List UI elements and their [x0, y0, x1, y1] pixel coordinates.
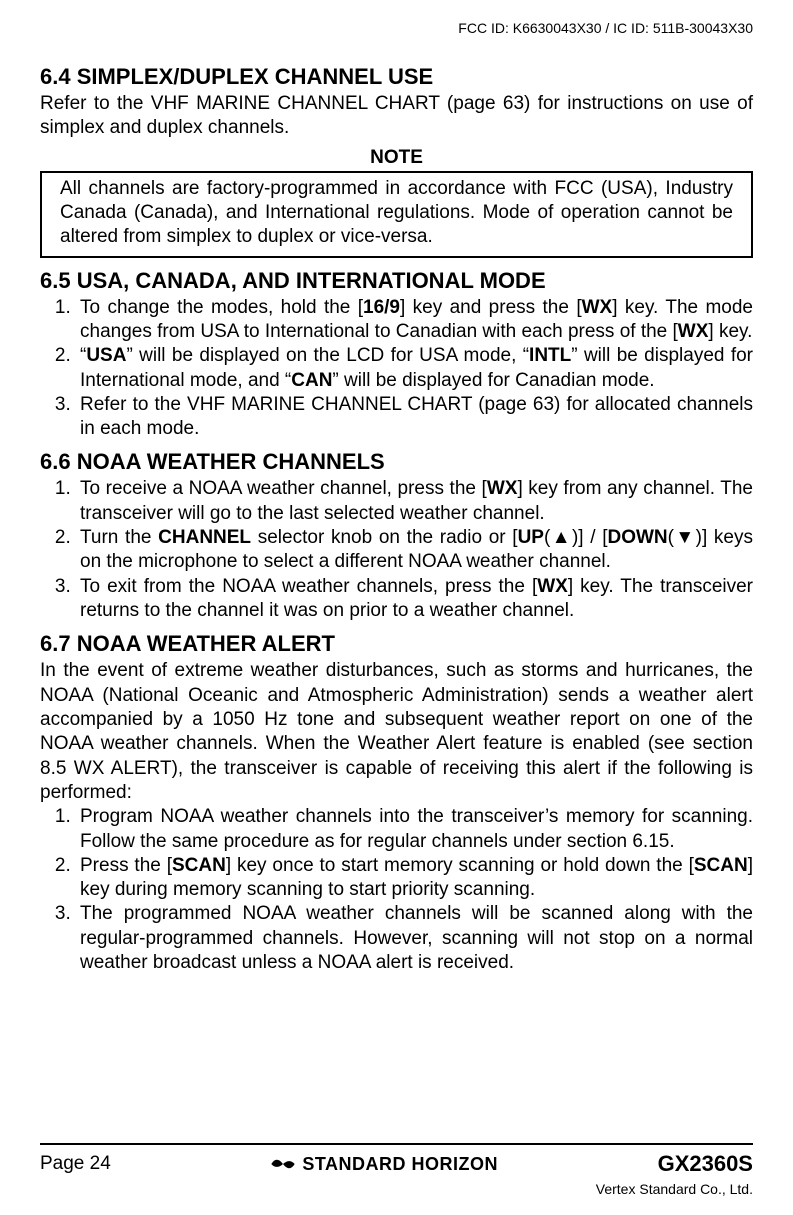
text-fragment: selector knob on the radio or [ — [251, 527, 518, 548]
brand-text: STANDARD HORIZON — [302, 1154, 498, 1175]
list-6-6: To receive a NOAA weather channel, press… — [40, 477, 753, 623]
page-footer: Page 24 STANDARD HORIZON GX2360S Vertex … — [40, 1143, 753, 1197]
text-fragment: ] key. — [708, 321, 752, 342]
key-label: WX — [537, 576, 568, 597]
key-label: INTL — [529, 345, 571, 366]
heading-6-5: 6.5 USA, CANADA, AND INTERNATIONAL MODE — [40, 268, 753, 294]
key-label: SCAN — [694, 855, 748, 876]
list-6-7: Program NOAA weather channels into the t… — [40, 805, 753, 975]
text-fragment: To exit from the NOAA weather channels, … — [80, 576, 537, 597]
text-fragment: Turn the — [80, 527, 158, 548]
text-fragment: Press the [ — [80, 855, 172, 876]
text-fragment: ” will be displayed for Canadian mode. — [332, 370, 654, 391]
header-fcc-id: FCC ID: K6630043X30 / IC ID: 511B-30043X… — [40, 20, 753, 36]
key-label: CHANNEL — [158, 527, 251, 548]
text-fragment: ] / [ — [578, 527, 607, 548]
footer-divider — [40, 1143, 753, 1145]
model-number: GX2360S — [658, 1151, 753, 1177]
list-item: The programmed NOAA weather channels wil… — [76, 902, 753, 975]
key-label: CAN — [291, 370, 332, 391]
intro-6-7: In the event of extreme weather disturba… — [40, 659, 753, 805]
note-label: NOTE — [40, 147, 753, 169]
footer-row: Page 24 STANDARD HORIZON GX2360S — [40, 1151, 753, 1177]
key-label: SCAN — [172, 855, 226, 876]
brand: STANDARD HORIZON — [270, 1154, 498, 1175]
heading-6-4: 6.4 SIMPLEX/DUPLEX CHANNEL USE — [40, 64, 753, 90]
key-label: UP — [518, 527, 544, 548]
symbol: (▲) — [544, 527, 578, 548]
key-label: WX — [487, 478, 518, 499]
text-fragment: ] key and press the [ — [400, 297, 582, 318]
key-label: USA — [86, 345, 126, 366]
key-label: 16/9 — [363, 297, 400, 318]
company-name: Vertex Standard Co., Ltd. — [40, 1181, 753, 1197]
list-item: Press the [SCAN] key once to start memor… — [76, 854, 753, 903]
list-6-5: To change the modes, hold the [16/9] key… — [40, 296, 753, 442]
list-item: Turn the CHANNEL selector knob on the ra… — [76, 526, 753, 575]
text-fragment: To change the modes, hold the [ — [80, 297, 363, 318]
list-item: Refer to the VHF MARINE CHANNEL CHART (p… — [76, 393, 753, 442]
body-6-4: Refer to the VHF MARINE CHANNEL CHART (p… — [40, 92, 753, 141]
list-item: To change the modes, hold the [16/9] key… — [76, 296, 753, 345]
key-label: WX — [582, 297, 613, 318]
list-item: To receive a NOAA weather channel, press… — [76, 477, 753, 526]
page-number: Page 24 — [40, 1153, 111, 1175]
text-fragment: To receive a NOAA weather channel, press… — [80, 478, 487, 499]
heading-6-6: 6.6 NOAA WEATHER CHANNELS — [40, 449, 753, 475]
list-item: Program NOAA weather channels into the t… — [76, 805, 753, 854]
symbol: (▼) — [668, 527, 702, 548]
list-item: To exit from the NOAA weather channels, … — [76, 575, 753, 624]
list-item: “USA” will be displayed on the LCD for U… — [76, 344, 753, 393]
key-label: WX — [678, 321, 709, 342]
heading-6-7: 6.7 NOAA WEATHER ALERT — [40, 631, 753, 657]
text-fragment: ] key once to start memory scanning or h… — [226, 855, 694, 876]
text-fragment: ” will be displayed on the LCD for USA m… — [126, 345, 529, 366]
key-label: DOWN — [608, 527, 668, 548]
note-box: All channels are factory-programmed in a… — [40, 171, 753, 258]
brand-logo-icon — [270, 1154, 296, 1174]
